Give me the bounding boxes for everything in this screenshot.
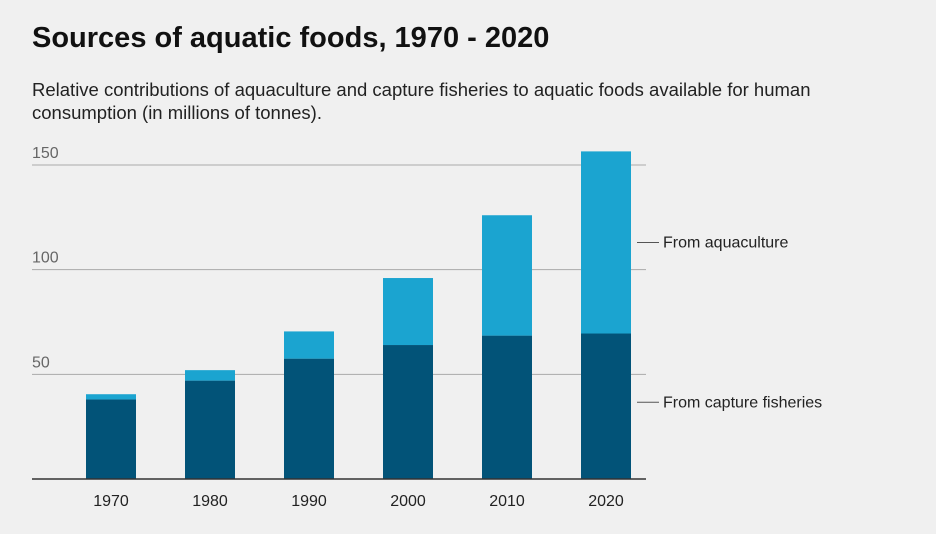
x-tick-label: 2010 [489,493,525,510]
legend-aquaculture: From aquaculture [663,234,788,251]
bar-capture-1990 [284,358,334,479]
x-tick-label: 1970 [93,493,129,510]
bar-aquaculture-1970 [86,394,136,400]
legend-capture-fisheries: From capture fisheries [663,394,822,411]
bar-capture-1980 [185,380,235,479]
bar-aquaculture-2020 [581,151,631,334]
bar-capture-2010 [482,335,532,479]
bar-aquaculture-2010 [482,215,532,336]
bar-capture-2020 [581,333,631,479]
axes: 1970 1980 1990 2000 2010 2020 [32,478,646,510]
bar-aquaculture-1980 [185,370,235,381]
gridlines: 50 100 150 [32,145,646,375]
bar-capture-1970 [86,399,136,479]
legend: From aquaculture From capture fisheries [637,234,822,411]
x-tick-label: 2020 [588,493,624,510]
bar-aquaculture-1990 [284,331,334,359]
y-tick-label: 150 [32,145,59,162]
x-tick-label: 2000 [390,493,426,510]
bar-aquaculture-2000 [383,278,433,346]
bars [86,151,631,479]
chart-title: Sources of aquatic foods, 1970 - 2020 [32,22,550,54]
bar-capture-2000 [383,345,433,479]
x-tick-label: 1990 [291,493,327,510]
x-tick-label: 1980 [192,493,228,510]
y-tick-label: 100 [32,250,59,267]
y-tick-label: 50 [32,354,50,371]
chart-subtitle: Relative contributions of aquaculture an… [32,79,811,123]
